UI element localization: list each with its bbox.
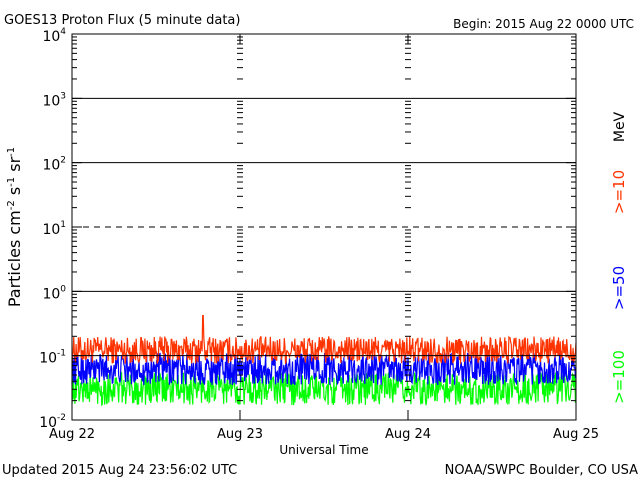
units-label: MeV xyxy=(612,111,628,142)
x-tick-label: Aug 24 xyxy=(385,427,431,442)
y-tick-label: 104 xyxy=(42,27,66,45)
x-tick-labels: Aug 22 Aug 23 Aug 24 Aug 25 xyxy=(49,427,599,442)
y-tick-labels: 10-2 10-1 100 101 102 103 104 xyxy=(39,27,66,431)
x-tick-label: Aug 25 xyxy=(553,427,599,442)
y-axis-title: Particles cm-2 s-1 sr-1 xyxy=(5,147,24,307)
x-axis-title: Universal Time xyxy=(279,443,368,457)
x-tick-label: Aug 22 xyxy=(49,427,95,442)
series-layer xyxy=(71,314,577,407)
noaa-credit: NOAA/SWPC Boulder, CO USA xyxy=(445,463,638,478)
y-tick-label: 103 xyxy=(42,91,66,109)
y-tick-label: 10-1 xyxy=(39,349,66,367)
y-tick-label: 100 xyxy=(42,284,66,302)
legend-label-ge10: >=10 xyxy=(610,170,628,214)
y-tick-label: 101 xyxy=(42,220,66,238)
updated-timestamp: Updated 2015 Aug 24 23:56:02 UTC xyxy=(2,463,237,478)
chart-title: GOES13 Proton Flux (5 minute data) xyxy=(4,13,240,28)
x-tick-label: Aug 23 xyxy=(217,427,263,442)
legend-label-ge100: >=100 xyxy=(610,350,628,404)
y-tick-label: 102 xyxy=(42,156,66,174)
begin-label: Begin: 2015 Aug 22 0000 UTC xyxy=(453,17,634,31)
legend-label-ge50: >=50 xyxy=(610,266,628,310)
series-line-10 xyxy=(71,314,577,366)
grid-layer xyxy=(72,97,576,357)
y-tick-label: 10-2 xyxy=(39,413,66,431)
tick-layer xyxy=(71,33,577,421)
